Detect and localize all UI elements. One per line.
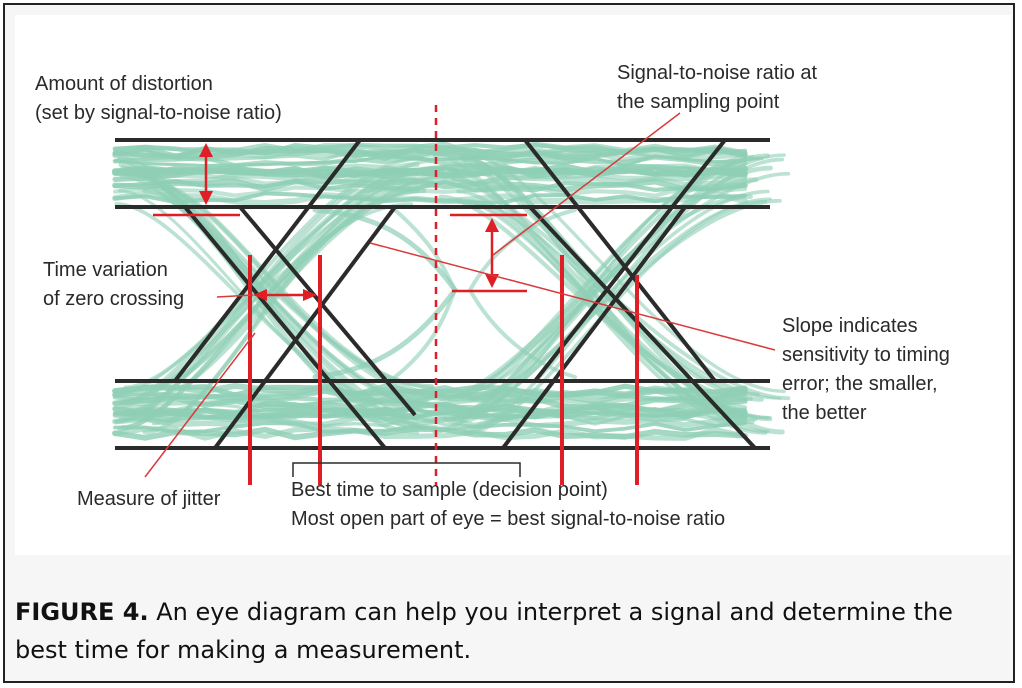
distortion-label: Amount of distortion (set by signal-to-n… (35, 70, 282, 128)
green-trace (112, 395, 748, 411)
slope-label-line1: Slope indicates (782, 315, 918, 337)
time-variation-label: Time variation of zero crossing (43, 256, 184, 314)
crossing-right-c (523, 138, 717, 383)
signal-rails (115, 138, 770, 450)
distortion-label-line1: Amount of distortion (35, 73, 213, 95)
slope-label: Slope indicates sensitivity to timing er… (782, 312, 950, 428)
transition-crossings (173, 138, 757, 450)
crossing-left-b (213, 205, 397, 450)
red-markers (153, 105, 639, 485)
snr-label-line1: Signal-to-noise ratio at (617, 62, 818, 84)
slope-label-line2: sensitivity to timing (782, 344, 950, 366)
snr-label: Signal-to-noise ratio at the sampling po… (617, 59, 817, 117)
green-trace (454, 197, 772, 420)
figure-caption: FIGURE 4. An eye diagram can help you in… (15, 593, 1005, 669)
crossing-left-a (173, 138, 362, 383)
leader-lines (144, 112, 776, 478)
snr-arrowhead-up (485, 218, 499, 232)
figure-frame: Amount of distortion (set by signal-to-n… (3, 3, 1015, 683)
time-variation-leader (216, 294, 254, 298)
green-trace (112, 190, 748, 207)
decision-bracket-line (292, 462, 521, 477)
slope-leader (369, 242, 776, 351)
distortion-arrowhead-down (199, 191, 213, 205)
green-trace (393, 208, 458, 379)
jitter-label: Measure of jitter (77, 488, 221, 510)
green-trace (112, 184, 748, 198)
green-trace (112, 145, 748, 161)
zero-crossing-arrowhead-right (303, 289, 317, 301)
snr-leader (492, 112, 681, 256)
snr-label-line2: the sampling point (617, 91, 780, 113)
crossing-right-d (528, 205, 757, 450)
slope-label-line4: the better (782, 402, 867, 424)
green-trace (442, 165, 773, 422)
distortion-label-line2: (set by signal-to-noise ratio) (35, 102, 282, 124)
eye-diagram (112, 105, 791, 485)
best-time-label-line2: Most open part of eye = best signal-to-n… (291, 508, 726, 530)
figure-number: FIGURE 4. (15, 598, 149, 626)
snr-arrowhead-down (485, 274, 499, 288)
crossing-left-c (183, 205, 387, 450)
decision-bracket (292, 462, 521, 477)
crossing-left-d (238, 205, 417, 417)
eye-diagram-area: Amount of distortion (set by signal-to-n… (15, 15, 1011, 555)
green-trace (117, 188, 427, 432)
green-trace (112, 392, 748, 405)
green-trace (112, 426, 748, 441)
green-trace (112, 383, 748, 399)
crossing-right-b (533, 138, 727, 383)
green-trace (152, 181, 418, 426)
best-time-label: Best time to sample (decision point) Mos… (291, 476, 725, 534)
slope-label-line3: error; the smaller, (782, 373, 938, 395)
crossing-right-a (501, 205, 687, 450)
distortion-arrowhead-up (199, 143, 213, 157)
green-trace (112, 406, 748, 421)
time-variation-label-line2: of zero crossing (43, 288, 185, 310)
jitter-leader (144, 332, 256, 478)
best-time-label-line1: Best time to sample (decision point) (291, 479, 608, 501)
figure-caption-text: An eye diagram can help you interpret a … (15, 598, 953, 664)
zero-crossing-arrowhead-left (253, 289, 267, 301)
time-variation-label-line1: Time variation (43, 259, 168, 281)
